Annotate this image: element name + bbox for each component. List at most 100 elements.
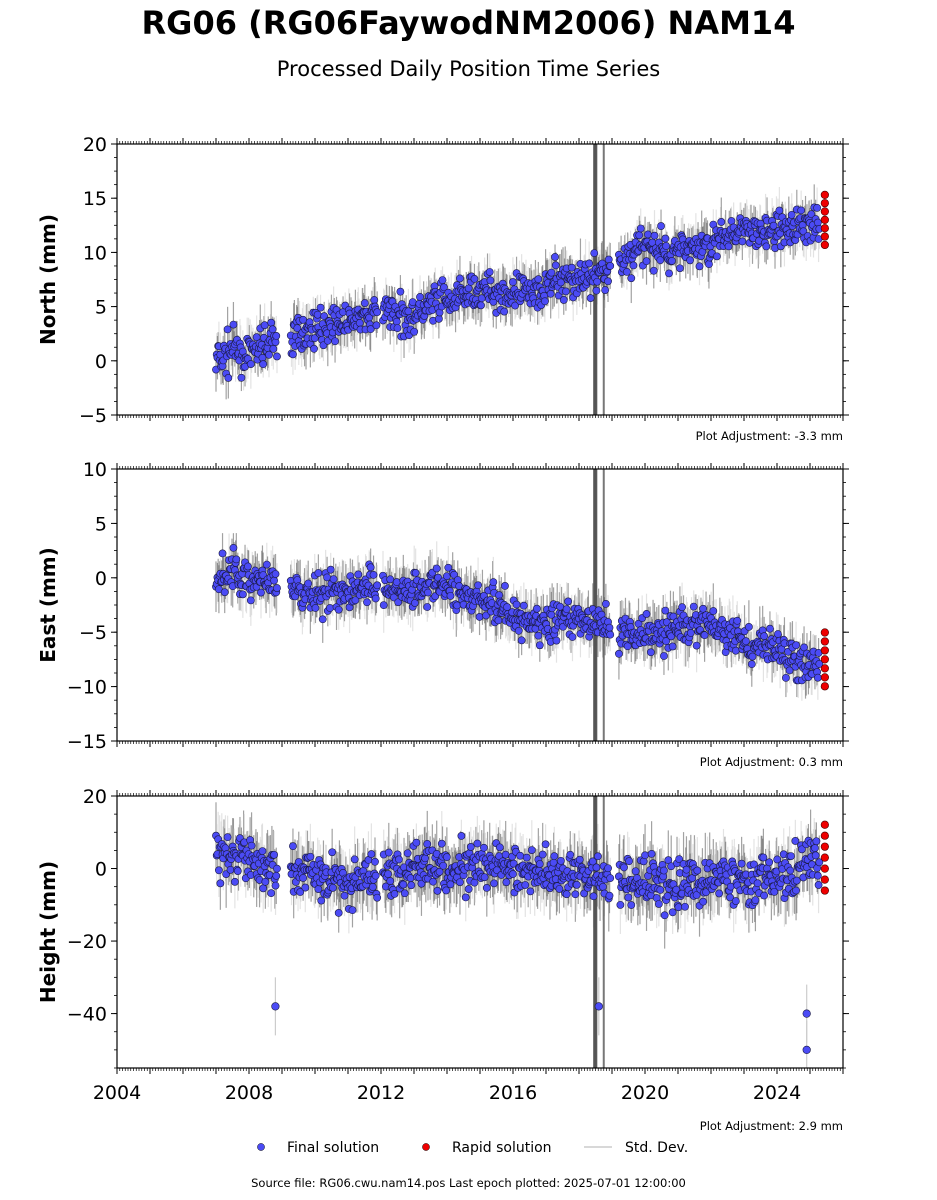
panel-north: −5 0 5 10 15 20 North (mm) Plot Adjustment: -3.… [36,134,849,443]
final-point [699,604,708,613]
final-point [692,641,701,650]
final-point [586,294,595,302]
final-point [747,660,756,669]
final-point [766,624,774,633]
final-point [396,287,405,296]
final-point [534,275,543,284]
final-point [629,261,638,270]
final-point [411,569,420,577]
final-point [727,217,736,225]
final-point [220,588,229,597]
final-point [470,275,479,283]
final-point [604,255,613,264]
final-point [534,631,543,640]
final-point [546,289,555,298]
rapid-point [820,224,829,233]
final-point [813,203,822,212]
rapid-point [820,673,829,682]
final-point [517,636,526,645]
final-point [477,301,485,310]
final-point [262,560,271,569]
final-point [615,649,623,658]
final-point [501,582,509,590]
final-point [237,373,246,382]
final-point [606,262,615,270]
final-point [656,256,665,265]
final-point [257,588,265,597]
final-point [686,256,694,265]
final-point [326,604,334,612]
final-point [748,652,757,661]
final-point [464,284,473,293]
final-point [709,607,718,615]
data-area [212,796,829,1068]
final-point [532,604,541,613]
final-point [762,242,771,251]
y-tick-label: −15 [67,731,107,753]
final-point [742,637,750,646]
chart-subtitle: Processed Daily Position Time Series [276,57,661,81]
final-point [667,632,676,641]
y-axis-label: North (mm) [36,214,60,345]
final-point [394,598,403,607]
y-tick-label: 0 [95,351,107,373]
final-point [354,570,363,579]
stddev-bars [215,796,820,1068]
final-point [355,319,364,327]
final-point [813,673,822,682]
final-point [605,623,614,632]
final-point [386,575,395,584]
final-point [229,320,238,329]
final-point [556,602,565,611]
panel-east: −15 −10 −5 0 5 10 East (mm) Plot Adjustment: 0.… [36,459,849,769]
final-point [623,642,632,651]
final-point [668,256,676,265]
y-tick-label: 15 [83,188,107,210]
final-point [627,274,636,283]
y-axis-label: East (mm) [36,547,60,663]
final-point [661,234,670,243]
final-point [511,301,520,310]
final-point [411,599,419,607]
rapid-point [820,655,829,664]
final-point [567,263,576,272]
final-point [592,286,601,295]
final-point [271,570,280,578]
rapid-point [820,232,829,241]
final-point [268,325,277,334]
final-point [562,605,571,614]
final-solution-points [212,543,824,685]
final-point [514,626,523,635]
final-point [635,231,644,240]
final-point [642,257,651,266]
final-point [408,298,417,307]
final-point [604,277,612,286]
final-point [232,555,241,564]
final-point [314,569,323,577]
final-point [601,599,610,608]
final-point [389,593,398,602]
final-point [273,584,281,592]
final-point [601,286,610,294]
final-point [423,603,432,611]
final-point [238,590,247,599]
final-point [787,210,796,219]
final-point [512,600,521,609]
final-point [485,268,494,276]
final-point [636,224,645,233]
final-point [785,666,794,675]
final-point [661,606,670,615]
final-point [489,578,498,587]
final-point [444,563,453,572]
final-point [369,570,378,579]
final-point [269,344,278,353]
final-point [474,581,482,590]
final-point [657,222,665,230]
final-point [689,602,698,611]
plot-adjustment: Plot Adjustment: 0.3 mm [700,755,843,769]
final-point [623,267,631,276]
final-point [669,612,678,621]
final-point [782,673,790,682]
final-point [540,297,549,306]
